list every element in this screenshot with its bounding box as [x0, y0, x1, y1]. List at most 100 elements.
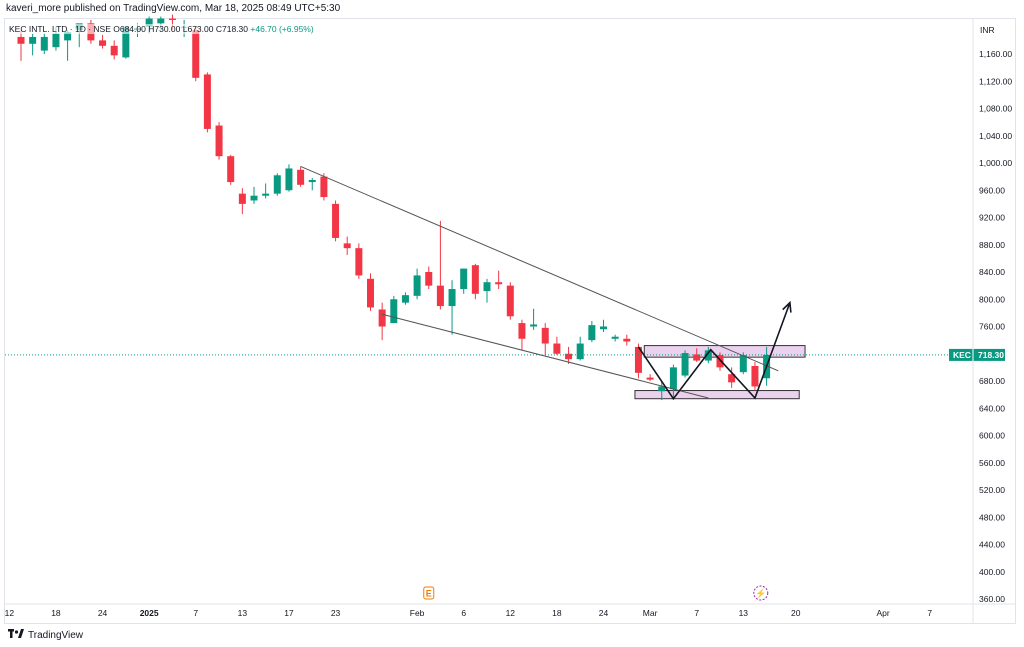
candle-body[interactable] [658, 386, 666, 392]
x-tick-label: Apr [876, 608, 889, 618]
candle-body[interactable] [40, 36, 48, 51]
candle-body[interactable] [122, 26, 130, 58]
candle-body[interactable] [17, 36, 25, 44]
legend-high: H730.00 [148, 24, 181, 34]
earnings-marker[interactable] [423, 586, 435, 600]
candle-body[interactable] [401, 295, 409, 303]
candle-body[interactable] [751, 366, 759, 387]
candle-body[interactable] [250, 195, 258, 201]
y-tick-label: 560.00 [979, 458, 1005, 468]
y-tick-label: 680.00 [979, 376, 1005, 386]
currency-label: INR [980, 25, 995, 35]
symbol-legend[interactable]: KEC INTL. LTD · 1D · NSE O684.00 H730.00… [9, 24, 314, 34]
candle-body[interactable] [215, 125, 223, 157]
candle-body[interactable] [611, 336, 619, 339]
candle-body[interactable] [378, 309, 386, 327]
candle-body[interactable] [541, 327, 549, 344]
tradingview-logo-icon [8, 629, 24, 641]
legend-low: L673.00 [182, 24, 214, 34]
candle-body[interactable] [460, 268, 468, 290]
candle-body[interactable] [728, 374, 736, 383]
candle-body[interactable] [448, 289, 456, 307]
x-tick-label: 24 [599, 608, 609, 618]
event-markers[interactable]: E ⚡ [423, 585, 769, 601]
time-axis[interactable]: 12 18 24 2025 7 13 17 23 Feb 6 12 18 24 Mar 7 13 20 Apr 7 [5, 608, 933, 618]
candle-body[interactable] [716, 355, 724, 368]
candle-body[interactable] [320, 176, 328, 198]
candle-body[interactable] [634, 346, 642, 373]
candle-body[interactable] [518, 323, 526, 339]
zone-rectangle[interactable] [634, 390, 800, 400]
candle-body[interactable] [343, 243, 351, 249]
legend-open: O684.00 [113, 24, 146, 34]
candlestick-series[interactable] [17, 14, 771, 401]
candle-body[interactable] [425, 272, 433, 286]
candle-body[interactable] [565, 353, 573, 360]
zone-rectangle[interactable] [643, 345, 806, 358]
candle-body[interactable] [308, 180, 316, 183]
candle-body[interactable] [413, 275, 421, 296]
candle-body[interactable] [355, 248, 363, 276]
candle-body[interactable] [669, 367, 677, 390]
candle-body[interactable] [110, 45, 118, 56]
candle-body[interactable] [483, 282, 491, 292]
y-tick-label: 1,160.00 [979, 49, 1012, 59]
brand-footer[interactable]: TradingView [8, 629, 83, 641]
x-tick-label: 12 [506, 608, 516, 618]
candle-body[interactable] [390, 299, 398, 324]
candle-body[interactable] [704, 350, 712, 361]
candle-body[interactable] [273, 175, 281, 194]
x-tick-label: 18 [552, 608, 562, 618]
x-tick-label: 13 [238, 608, 248, 618]
split-marker[interactable] [753, 585, 769, 601]
candle-body[interactable] [681, 353, 689, 376]
candle-body[interactable] [285, 168, 293, 191]
candle-body[interactable] [145, 18, 153, 27]
candle-body[interactable] [262, 193, 270, 196]
candle-body[interactable] [238, 193, 246, 204]
channel-upper-trendline[interactable] [300, 165, 779, 372]
chart-frame[interactable] [4, 18, 1016, 624]
candle-body[interactable] [600, 326, 607, 330]
channel-lower-trendline[interactable] [382, 313, 709, 399]
candle-body[interactable] [52, 33, 60, 48]
candle-body[interactable] [495, 282, 503, 285]
candle-body[interactable] [693, 354, 701, 361]
candle-body[interactable] [227, 156, 235, 183]
candle-body[interactable] [646, 377, 654, 380]
rectangle-zones[interactable] [634, 345, 806, 400]
trend-drawings[interactable] [5, 165, 973, 401]
candle-body[interactable] [623, 338, 631, 342]
candle-body[interactable] [471, 265, 479, 294]
x-tick-label: Mar [643, 608, 658, 618]
symbol-tag: KEC [953, 350, 971, 360]
price-axis[interactable]: 1,160.00 1,120.00 1,080.00 1,040.00 1,000.00… [979, 49, 1012, 604]
y-tick-label: 800.00 [979, 294, 1005, 304]
candle-body[interactable] [530, 324, 538, 327]
y-tick-label: 1,120.00 [979, 76, 1012, 86]
candle-body[interactable] [588, 325, 596, 341]
candle-body[interactable] [64, 32, 72, 41]
y-tick-label: 480.00 [979, 512, 1005, 522]
candle-body[interactable] [436, 285, 444, 307]
x-tick-label: 7 [694, 608, 699, 618]
y-tick-label: 960.00 [979, 185, 1005, 195]
candle-body[interactable] [332, 203, 340, 238]
candle-body[interactable] [367, 278, 374, 308]
x-tick-label: 24 [98, 608, 108, 618]
legend-change: +46.70 (+6.95%) [250, 24, 314, 34]
candle-body[interactable] [168, 18, 176, 20]
candle-body[interactable] [203, 74, 211, 129]
double-bottom-path[interactable] [637, 302, 791, 401]
candle-body[interactable] [297, 169, 305, 185]
x-tick-label: 23 [331, 608, 341, 618]
candle-body[interactable] [157, 18, 165, 24]
candle-body[interactable] [99, 40, 107, 46]
candle-body[interactable] [506, 285, 514, 317]
candle-body[interactable] [192, 30, 200, 78]
candle-body[interactable] [553, 343, 561, 354]
candle-body[interactable] [29, 36, 37, 44]
candle-body[interactable] [576, 343, 584, 360]
candle-body[interactable] [739, 355, 747, 373]
